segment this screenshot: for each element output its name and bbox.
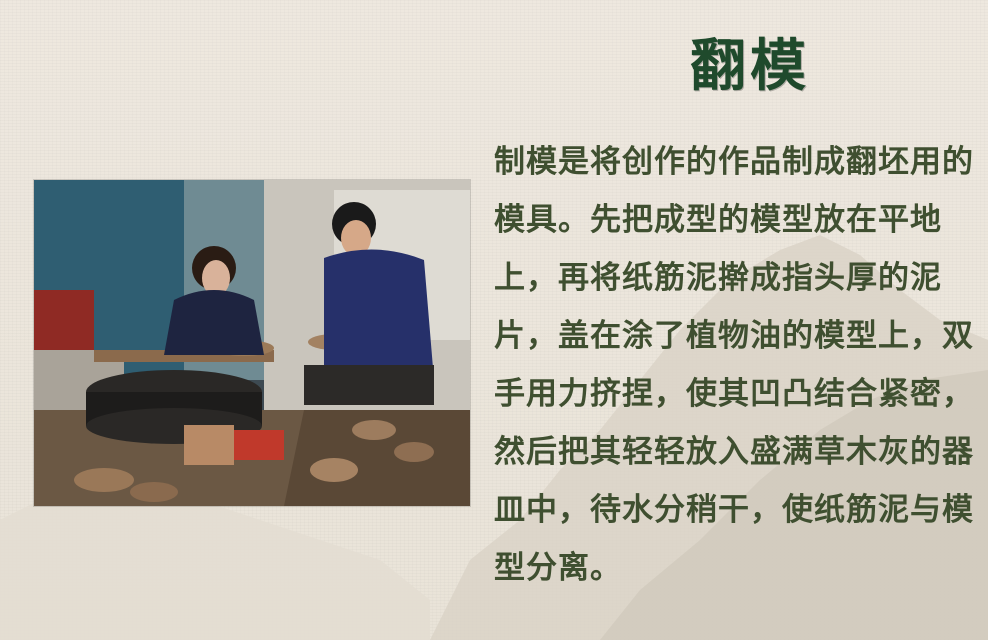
- page-title: 翻模: [690, 34, 810, 99]
- pottery-workshop-photo: [34, 180, 470, 506]
- description-paragraph: 制模是将创作的作品制成翻坯用的模具。先把成型的模型放在平地上，再将纸筋泥擀成指头…: [494, 144, 974, 586]
